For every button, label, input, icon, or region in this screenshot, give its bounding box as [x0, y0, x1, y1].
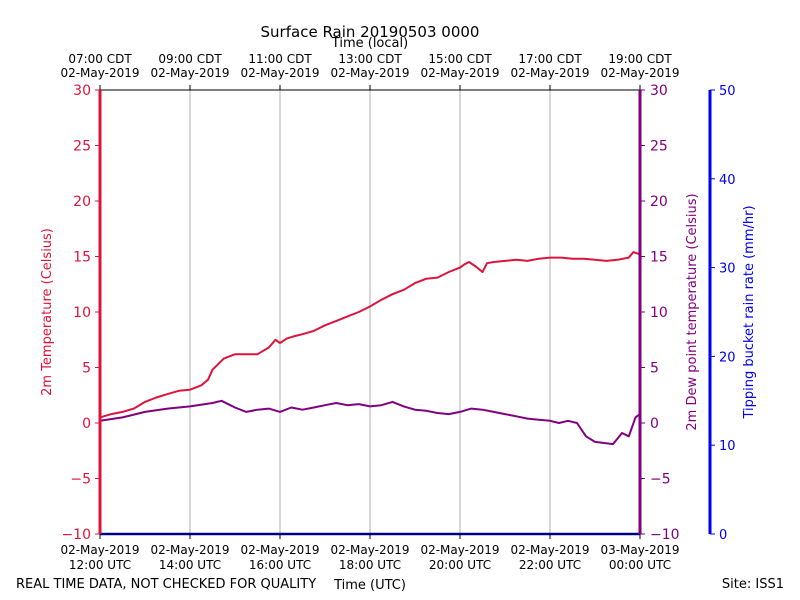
left-tick-label: 30	[73, 83, 91, 99]
bottom-tick-date: 02-May-2019	[330, 543, 409, 557]
rain-tick-label: 10	[719, 439, 736, 454]
y-axis-label-left: 2m Temperature (Celsius)	[40, 228, 55, 396]
top-tick-time: 09:00 CDT	[158, 52, 222, 66]
rain-tick-label: 0	[719, 528, 727, 543]
top-tick-date: 02-May-2019	[510, 66, 589, 80]
left-tick-label: 5	[82, 361, 91, 377]
bottom-tick-date: 02-May-2019	[240, 543, 319, 557]
bottom-tick-time: 22:00 UTC	[519, 558, 581, 572]
top-tick-time: 13:00 CDT	[338, 52, 402, 66]
right-tick-label: 15	[650, 250, 668, 266]
top-tick-time: 07:00 CDT	[68, 52, 132, 66]
bottom-tick-date: 02-May-2019	[150, 543, 229, 557]
bottom-tick-date: 02-May-2019	[420, 543, 499, 557]
top-axis-label: Time (local)	[331, 36, 408, 51]
top-tick-date: 02-May-2019	[600, 66, 679, 80]
y-axis-label-right: 2m Dew point temperature (Celsius)	[685, 193, 700, 430]
surface-rain-chart: Surface Rain 20190503 0000 Time (local) …	[0, 0, 800, 600]
right-tick-label: −5	[650, 472, 671, 488]
rain-tick-label: 40	[719, 173, 736, 188]
rain-tick-label: 20	[719, 350, 736, 365]
right-tick-label: 5	[650, 361, 659, 377]
top-tick-time: 19:00 CDT	[608, 52, 672, 66]
bottom-tick-date: 02-May-2019	[510, 543, 589, 557]
left-tick-label: 15	[73, 250, 91, 266]
left-tick-label: −10	[61, 527, 91, 543]
bottom-tick-time: 14:00 UTC	[159, 558, 221, 572]
right-tick-label: 10	[650, 305, 668, 321]
bottom-tick-date: 03-May-2019	[600, 543, 679, 557]
left-tick-label: 0	[82, 416, 91, 432]
right-tick-label: 20	[650, 194, 668, 210]
top-tick-time: 15:00 CDT	[428, 52, 492, 66]
top-tick-date: 02-May-2019	[240, 66, 319, 80]
left-tick-label: 10	[73, 305, 91, 321]
bottom-tick-time: 20:00 UTC	[429, 558, 491, 572]
x-axis-label: Time (UTC)	[333, 578, 406, 593]
right-tick-label: 30	[650, 83, 668, 99]
top-tick-date: 02-May-2019	[60, 66, 139, 80]
footer-quality-note: REAL TIME DATA, NOT CHECKED FOR QUALITY	[16, 577, 316, 592]
right-tick-label: 0	[650, 416, 659, 432]
top-tick-date: 02-May-2019	[330, 66, 409, 80]
rain-tick-label: 50	[719, 84, 736, 99]
bottom-tick-time: 16:00 UTC	[249, 558, 311, 572]
bottom-tick-time: 18:00 UTC	[339, 558, 401, 572]
right-tick-label: −10	[650, 527, 680, 543]
footer-site-label: Site: ISS1	[722, 577, 784, 592]
bottom-tick-date: 02-May-2019	[60, 543, 139, 557]
top-tick-date: 02-May-2019	[420, 66, 499, 80]
top-tick-time: 11:00 CDT	[248, 52, 312, 66]
right-tick-label: 25	[650, 139, 668, 155]
rain-tick-label: 30	[719, 262, 736, 277]
left-tick-label: −5	[70, 472, 91, 488]
left-tick-label: 20	[73, 194, 91, 210]
bottom-tick-time: 00:00 UTC	[609, 558, 671, 572]
top-tick-time: 17:00 CDT	[518, 52, 582, 66]
bottom-tick-time: 12:00 UTC	[69, 558, 131, 572]
top-tick-date: 02-May-2019	[150, 66, 229, 80]
y-axis-label-rain: Tipping bucket rain rate (mm/hr)	[742, 205, 757, 419]
left-tick-label: 25	[73, 139, 91, 155]
